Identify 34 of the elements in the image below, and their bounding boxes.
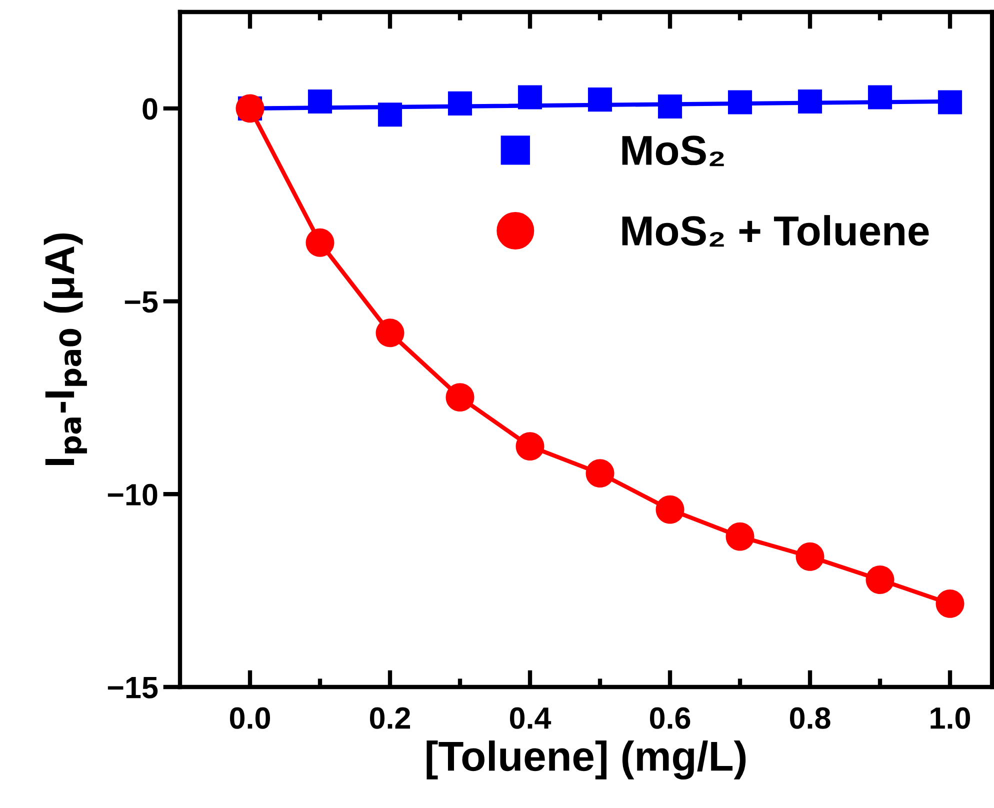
point <box>446 383 474 412</box>
point <box>516 432 544 461</box>
point <box>728 90 752 114</box>
point <box>938 90 962 114</box>
legend-label: MoS₂ + Toluene <box>622 215 929 247</box>
point <box>586 459 614 488</box>
point <box>866 566 894 594</box>
point <box>308 89 332 114</box>
y-tick-label: −5 <box>124 291 158 313</box>
x-tick-label: 1.0 <box>930 707 970 729</box>
point <box>796 542 824 571</box>
y-tick-label: 0 <box>142 98 158 120</box>
point <box>658 94 682 119</box>
point <box>306 228 334 257</box>
legend-label: MoS₂ <box>622 136 724 166</box>
point <box>588 88 612 112</box>
x-tick-label: 0.2 <box>370 707 410 729</box>
x-axis-title: [Toluene] (mg/L) <box>426 740 746 780</box>
point <box>518 85 542 110</box>
point <box>656 495 684 524</box>
y-tick-label: −15 <box>108 677 158 698</box>
y-axis-title: I$_{pa}$-I$_{pa0}$ (μA) <box>44 233 87 466</box>
x-tick-label: 0.8 <box>790 707 830 729</box>
point <box>726 522 754 551</box>
x-tick-label: 0.6 <box>650 707 690 729</box>
point <box>798 89 822 114</box>
point <box>936 589 964 618</box>
point <box>376 318 404 348</box>
x-tick-label: 0.4 <box>510 707 552 729</box>
x-tick-label: 0.0 <box>230 707 270 729</box>
point <box>448 91 472 116</box>
point <box>868 85 892 110</box>
point <box>378 102 402 127</box>
y-tick-label: −10 <box>108 484 158 506</box>
